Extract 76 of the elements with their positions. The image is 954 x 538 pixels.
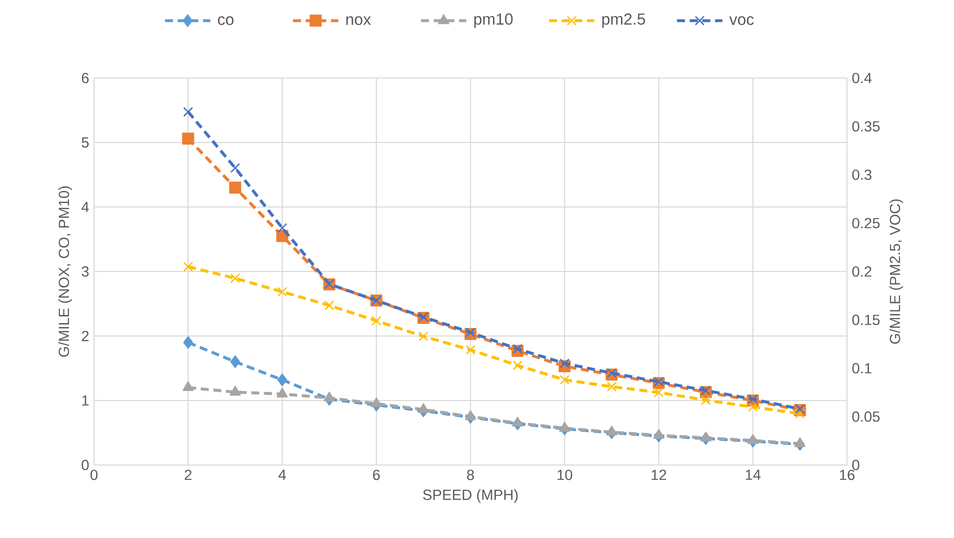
point xyxy=(700,432,712,442)
x-tick-label: 14 xyxy=(746,470,761,480)
point xyxy=(182,132,194,145)
point xyxy=(748,402,758,412)
y2-tick-label: 0.1 xyxy=(852,363,872,374)
point xyxy=(230,273,240,284)
point xyxy=(324,392,335,402)
point xyxy=(700,395,711,406)
x-tick-label: 4 xyxy=(278,470,286,480)
point xyxy=(230,163,240,173)
x-tick-label: 2 xyxy=(184,470,192,480)
point xyxy=(654,376,664,387)
y-tick-label: 1 xyxy=(82,395,89,406)
point xyxy=(183,262,194,272)
x-tick-label: 6 xyxy=(373,470,380,480)
point xyxy=(277,286,288,297)
y-tick-label: 0 xyxy=(82,460,89,470)
y2-tick-label: 0 xyxy=(852,460,860,470)
point xyxy=(560,358,570,368)
y-tick-label: 6 xyxy=(82,72,89,84)
point xyxy=(512,416,524,427)
y-tick-label: 2 xyxy=(82,330,89,342)
point xyxy=(466,328,476,338)
y-axis-title: G/MILE (NOX, CO, PM10) xyxy=(58,186,72,357)
y2-tick-label: 0.4 xyxy=(852,72,872,84)
y2-tick-label: 0.05 xyxy=(852,411,880,422)
legend-label: pm10 xyxy=(474,13,513,28)
point xyxy=(606,368,617,378)
point xyxy=(464,410,476,420)
point xyxy=(276,388,288,398)
x-tick-label: 8 xyxy=(467,470,474,480)
point xyxy=(795,404,805,414)
point xyxy=(512,360,522,370)
point xyxy=(794,437,806,448)
point xyxy=(700,386,711,396)
y-tick-label: 5 xyxy=(82,137,89,148)
point xyxy=(277,223,288,233)
x-axis-title: SPEED (MPH) xyxy=(423,489,518,503)
point xyxy=(324,300,334,310)
point xyxy=(277,374,288,386)
point xyxy=(747,434,758,444)
point xyxy=(230,356,240,368)
legend-label: nox xyxy=(346,16,371,26)
point xyxy=(418,403,429,413)
y-tick-label: 3 xyxy=(82,266,89,277)
point xyxy=(230,386,241,396)
legend-label: co xyxy=(218,16,234,26)
legend-label: voc xyxy=(729,16,754,26)
point xyxy=(371,316,382,326)
point xyxy=(370,397,382,408)
point xyxy=(653,429,664,439)
y-tick-label: 4 xyxy=(81,202,89,212)
y2-axis-title: G/MILE (PM2.5, VOC) xyxy=(889,199,904,344)
y2-tick-label: 0.25 xyxy=(852,218,880,228)
y2-tick-label: 0.2 xyxy=(852,266,872,277)
y2-tick-label: 0.35 xyxy=(852,121,880,132)
point xyxy=(795,408,805,419)
y2-tick-label: 0.15 xyxy=(852,314,880,326)
point xyxy=(182,381,194,392)
point xyxy=(183,336,193,349)
point xyxy=(466,344,476,355)
y2-tick-label: 0.3 xyxy=(852,170,872,180)
point xyxy=(183,106,194,117)
point xyxy=(606,382,617,392)
legend-label: pm2.5 xyxy=(602,13,646,28)
point xyxy=(229,182,242,194)
x-tick-label: 16 xyxy=(840,470,855,480)
point xyxy=(606,426,618,436)
x-tick-label: 12 xyxy=(652,470,666,480)
x-tick-label: 0 xyxy=(90,470,98,480)
point xyxy=(654,388,664,398)
x-tick-label: 10 xyxy=(558,470,572,480)
point xyxy=(560,374,570,385)
point xyxy=(512,344,522,354)
point xyxy=(418,331,428,342)
point xyxy=(559,422,570,432)
